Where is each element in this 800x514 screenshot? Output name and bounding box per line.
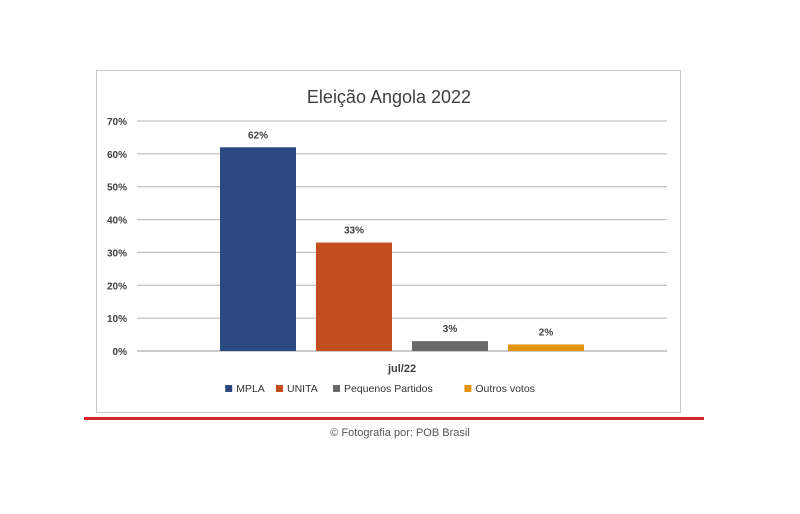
bar-unita — [316, 242, 392, 351]
chart-frame: Eleição Angola 2022 0% 10% 20% 30% 40% 50% 60%… — [96, 70, 681, 413]
bar-mpla — [220, 147, 296, 351]
y-tick-label: 30% — [107, 248, 127, 259]
legend-swatch — [276, 385, 283, 392]
y-tick-label: 70% — [107, 117, 127, 128]
data-label: 33% — [344, 226, 364, 237]
data-label: 62% — [248, 130, 268, 141]
category-label: jul/22 — [387, 363, 416, 375]
bar-chart: Eleição Angola 2022 0% 10% 20% 30% 40% 50% 60%… — [107, 87, 667, 395]
legend-label: Pequenos Partidos — [344, 383, 433, 395]
y-tick-label: 10% — [107, 314, 127, 325]
legend-swatch — [225, 385, 233, 392]
red-divider — [84, 417, 704, 420]
y-tick-label: 60% — [107, 150, 127, 161]
data-label: 3% — [443, 324, 458, 335]
chart-title: Eleição Angola 2022 — [307, 87, 471, 107]
legend-label: Outros votos — [475, 383, 535, 395]
y-tick-label: 40% — [107, 216, 127, 227]
y-tick-label: 0% — [113, 347, 128, 358]
photo-credit: © Fotografia por: POB Brasil — [330, 427, 470, 439]
y-tick-label: 50% — [107, 183, 127, 194]
bar-outros-votos — [508, 344, 584, 351]
y-tick-label: 20% — [107, 281, 127, 292]
legend-swatch — [333, 385, 340, 392]
data-label: 2% — [539, 327, 554, 338]
legend-label: MPLA — [236, 383, 265, 395]
legend-swatch — [464, 385, 472, 392]
bar-pequenos-partidos — [412, 341, 488, 351]
legend-label: UNITA — [287, 383, 318, 395]
